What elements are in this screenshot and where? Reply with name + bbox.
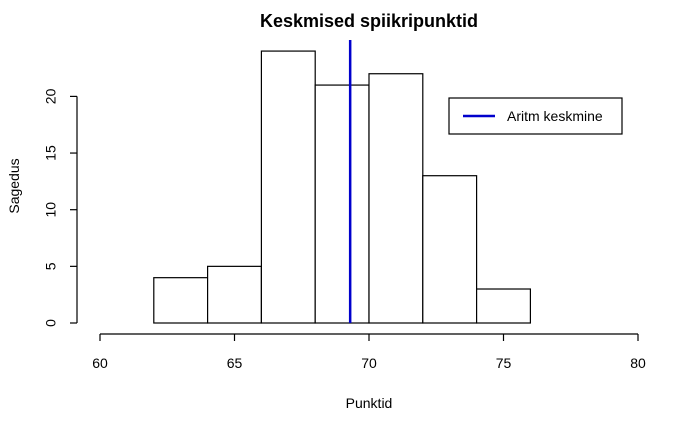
histogram-bar-66-68: [260, 50, 316, 324]
x-tick-label-60: 60: [92, 355, 108, 371]
y-tick-label-15: 15: [43, 145, 59, 161]
histogram-bar-72-74: [422, 175, 478, 324]
x-tick-label-70: 70: [361, 355, 377, 371]
y-tick-label-10: 10: [43, 202, 59, 218]
x-tick-label-75: 75: [496, 355, 512, 371]
histogram-bar-74-76: [476, 288, 532, 324]
y-tick-label-20: 20: [43, 88, 59, 104]
x-axis: 60 65 70 75 80: [92, 333, 646, 371]
histogram-bar-64-66: [207, 265, 263, 324]
histogram-bar-62-64: [153, 277, 209, 324]
y-axis: 0 5 10 15 20: [43, 88, 78, 327]
y-tick-label-5: 5: [43, 262, 59, 270]
legend: Aritm keskmine: [448, 97, 623, 135]
y-tick-label-0: 0: [43, 319, 59, 327]
histogram-bar-70-72: [368, 73, 424, 324]
histogram-bar-68-70: [314, 84, 370, 324]
x-tick-label-65: 65: [227, 355, 243, 371]
histogram-bars: [153, 50, 532, 324]
legend-label-mean: Aritm keskmine: [507, 108, 603, 124]
y-axis-label: Sagedus: [6, 158, 22, 213]
chart-title: Keskmised spiikripunktid: [260, 11, 478, 31]
x-axis-label: Punktid: [346, 395, 393, 411]
x-tick-label-80: 80: [630, 355, 646, 371]
